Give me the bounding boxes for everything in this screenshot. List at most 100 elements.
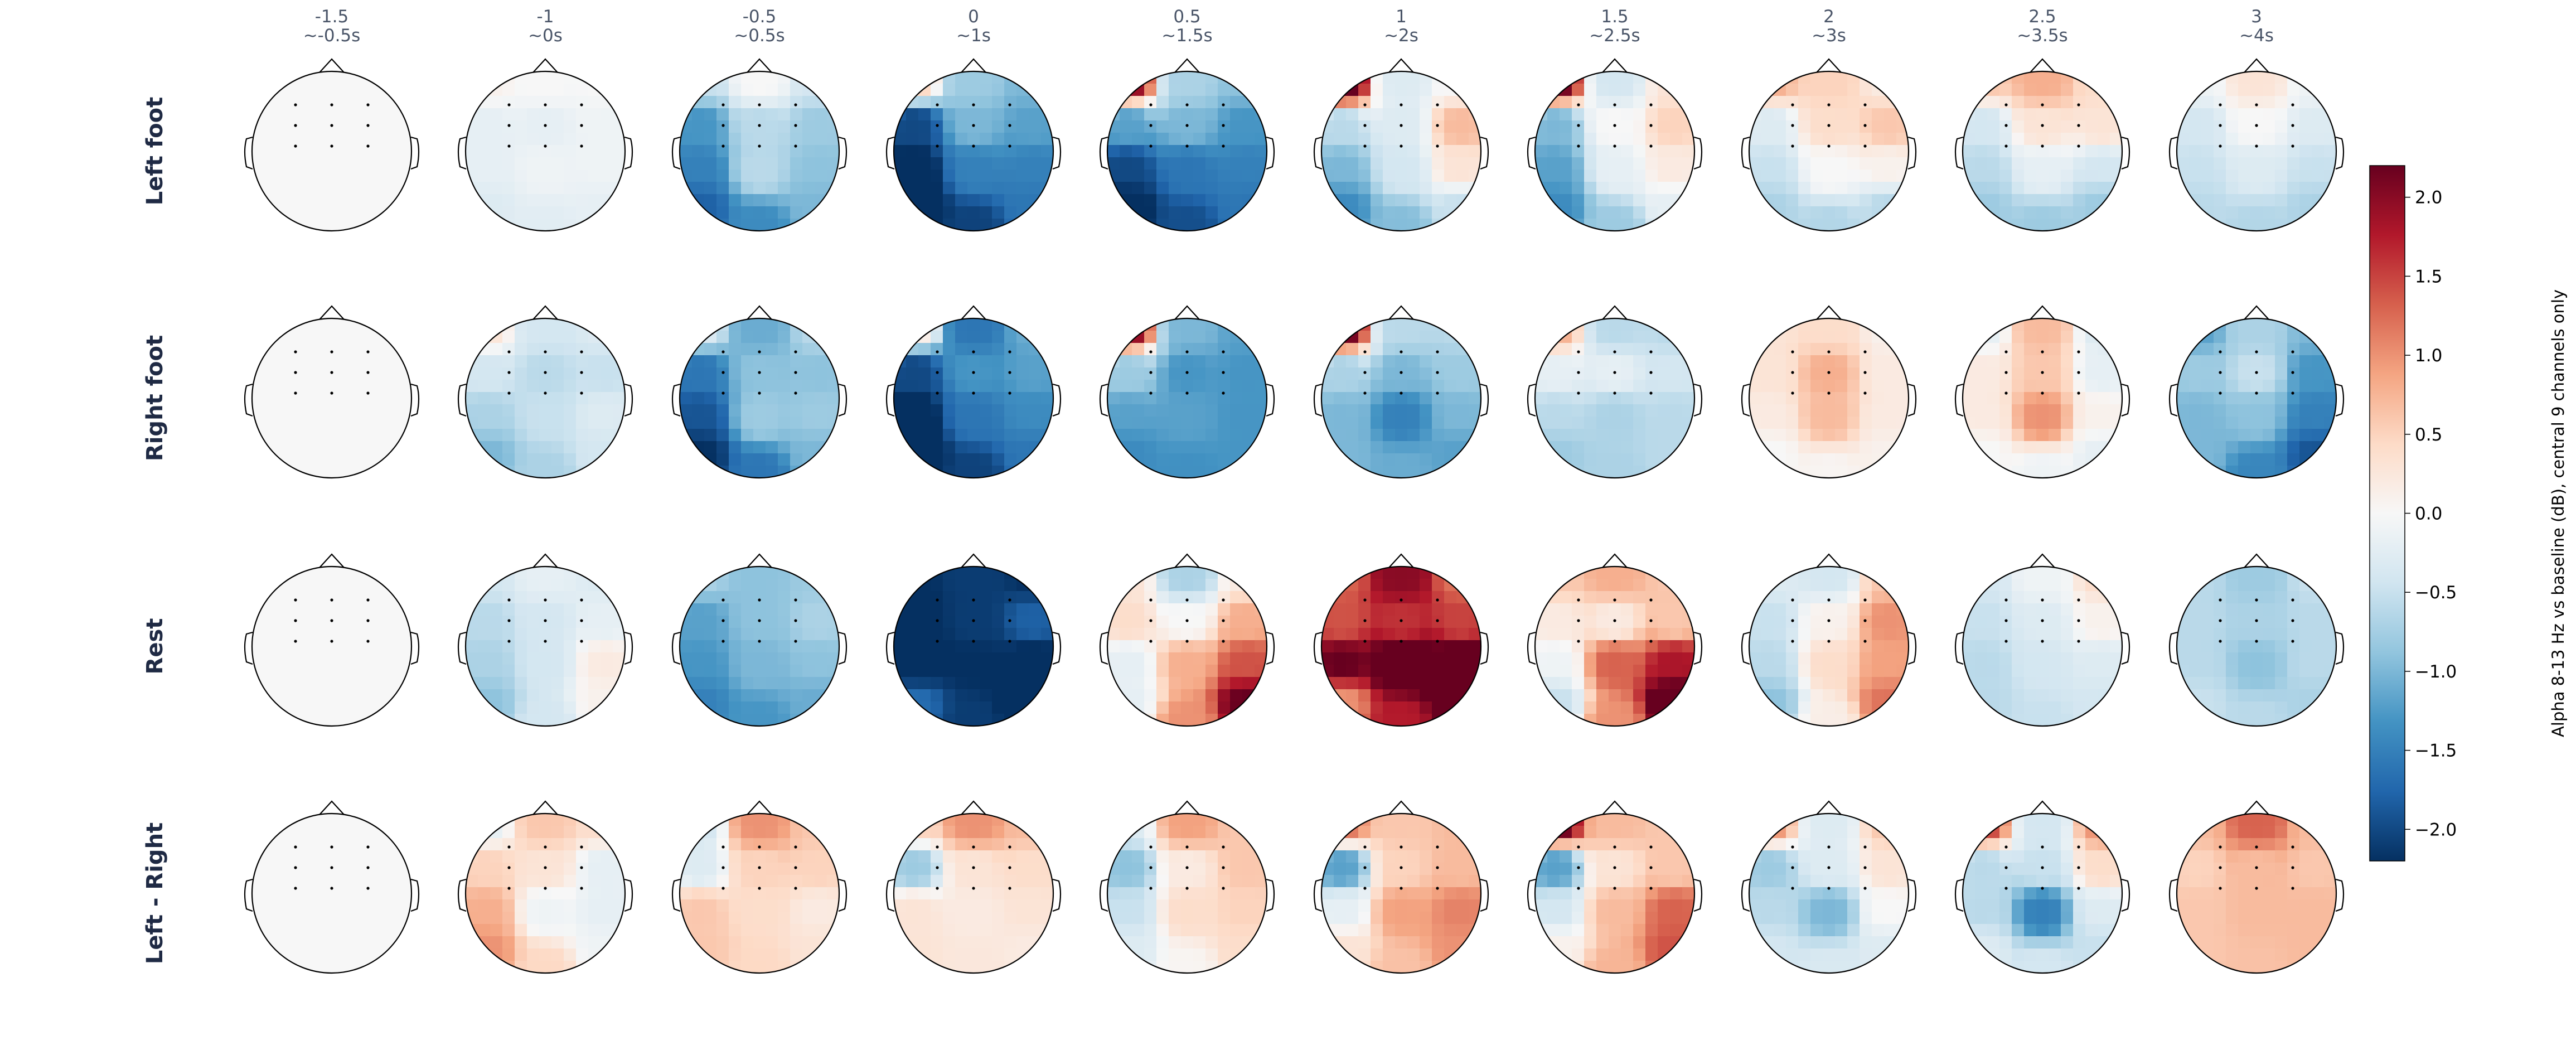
topomap-cell [502,145,515,158]
topomap-cell [802,640,815,653]
topomap-cell [1193,331,1206,343]
topomap-cell [613,96,625,109]
topomap-cell [350,133,363,146]
topomap-cell [1584,355,1597,368]
topomap-cell [1218,206,1231,219]
topomap [671,58,848,232]
topomap-cell [301,194,314,207]
topomap-cell [2299,96,2312,109]
topomap-cell [350,145,363,158]
topomap-cell [1749,157,1762,170]
topomap-cell [2214,108,2226,121]
electrode-dot [544,144,547,148]
topomap-cell [490,665,503,677]
electrode-dot [972,371,975,374]
topomap-cell [1987,579,2000,592]
topomap-cell [741,392,754,405]
head-outline [1320,565,1482,727]
topomap-cell [1798,206,1811,219]
topomap-cell [1395,318,1408,331]
topomap-cell [1670,603,1683,616]
left-ear [885,631,895,665]
topomap-cell [1786,417,1799,429]
topomap-cell [1810,665,1823,677]
topomap-cell [350,367,363,380]
topomap-cell [478,206,491,219]
electrode-dot [1649,103,1653,107]
topomap-cell [1884,701,1897,714]
topomap-cell [931,404,943,417]
topomap-cell [741,71,754,84]
topomap-cell [1230,392,1243,405]
topomap-cell [2312,206,2325,219]
topomap-cell [716,628,729,641]
topomap-cell [313,640,326,653]
topomap-cell [490,677,503,690]
topomap-cell [2098,367,2110,380]
topomap-cell [1407,628,1420,641]
topomap-cell [2214,453,2226,466]
topomap-cell [766,714,778,726]
topomap-cell [1444,355,1457,368]
topomap-cell [2024,170,2037,182]
topomap-cell [301,429,314,442]
topomap-cell [918,343,931,356]
topomap-cell [289,640,302,653]
topomap-cell [1987,392,2000,405]
topomap-cell [1358,714,1371,726]
topomap-cell [1346,182,1359,195]
topomap-cell [943,170,956,182]
topomap-cell [2061,194,2074,207]
topomap-cell [490,466,503,478]
topomap-cell [375,665,388,677]
topomap-cell [1383,579,1396,592]
topomap-cell [527,133,540,146]
topomap-cell [350,677,363,690]
topomap-cell [2226,84,2239,96]
electrode-dot [366,103,370,107]
topomap-cell [1596,392,1609,405]
topomap-cell [1999,392,2012,405]
topomap-cell [692,96,705,109]
left-ear [1313,136,1323,170]
topomap-cell [1560,404,1572,417]
topomap-cell [515,206,527,219]
topomap-cell [2275,429,2288,442]
topomap-cell [906,157,919,170]
topomap-cell [1169,628,1182,641]
topomap-cell [1371,380,1383,393]
topomap-cell [2049,677,2061,690]
topomap-cell [1810,567,1823,579]
topomap-cell [704,417,717,429]
topomap-cell [955,466,968,478]
topomap-cell [2110,441,2122,454]
topomap-cell [729,145,742,158]
topomap-cell [1872,466,1885,478]
topomap-cell [894,591,907,604]
topomap-cell [790,157,803,170]
topomap-cell [1383,367,1396,380]
topomap-cell [1420,616,1432,628]
electrode-dot [2004,391,2008,395]
topomap-cell [943,194,956,207]
topomap-cell [1169,367,1182,380]
electrode-dot [1577,124,1580,127]
topomap-cell [1469,133,1481,146]
topomap-cell [1456,392,1469,405]
topomap-cell [1596,404,1609,417]
topomap-cell [277,616,289,628]
topomap-cell [1132,404,1145,417]
topomap-cell [1407,714,1420,726]
topomap-cell [1810,677,1823,690]
topomap-cell [2226,441,2239,454]
topomap-cell [1847,404,1860,417]
topomap-cell [502,343,515,356]
topomap-cell [778,665,791,677]
topomap-cell [1132,194,1145,207]
topomap-cell [490,84,503,96]
electrode-dot [366,391,370,395]
topomap-cell [1609,170,1621,182]
topomap-cell [894,194,907,207]
topomap-cell [539,380,552,393]
topomap-cell [490,380,503,393]
